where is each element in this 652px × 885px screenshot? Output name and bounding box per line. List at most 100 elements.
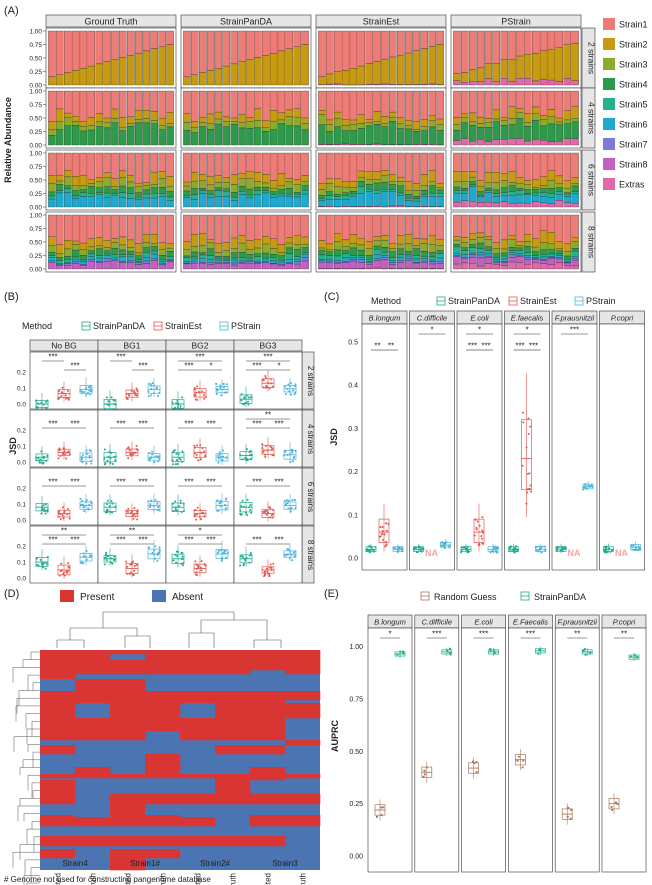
panel-a-bar-segment — [158, 46, 166, 86]
panel-a-bar-segment — [381, 123, 389, 127]
panel-b-point — [43, 455, 46, 458]
panel-b-point — [194, 560, 197, 563]
panel-a-bar-segment — [571, 183, 579, 187]
panel-b-point — [89, 393, 92, 396]
panel-a-bar-segment — [420, 214, 428, 240]
panel-b-point — [60, 569, 63, 572]
panel-a-bar-segment — [389, 191, 397, 207]
panel-b-point — [288, 453, 291, 456]
panel-a-bar-segment — [103, 186, 111, 194]
panel-a-row-strip-2 — [581, 149, 596, 211]
panel-b-point — [66, 513, 69, 516]
panel-a-bar-segment — [214, 118, 223, 125]
panel-a-bar-segment — [539, 230, 548, 243]
panel-b-point — [46, 454, 49, 457]
panel-a-bar-segment — [508, 252, 516, 255]
panel-a-bar-segment — [500, 239, 508, 250]
panel-a-bar-segment — [476, 117, 485, 124]
panel-a-bar-segment — [373, 90, 381, 112]
panel-c-point — [540, 551, 543, 554]
panel-b-point — [103, 408, 106, 411]
panel-b-legend-label-0: StrainPanDA — [93, 321, 145, 331]
panel-a-bar-segment — [326, 258, 334, 262]
panel-a-bar-segment — [468, 181, 477, 186]
panel-a-bar-segment — [373, 121, 381, 125]
panel-b-point — [171, 401, 174, 404]
panel-b-point — [67, 562, 70, 565]
panel-b-sig-label: *** — [206, 478, 215, 487]
panel-a-bar-segment — [277, 90, 286, 113]
panel-e-point — [489, 647, 492, 651]
panel-c-ytick: 0.5 — [348, 339, 358, 346]
panel-c-point — [443, 543, 446, 546]
panel-a-bar-segment — [555, 124, 564, 142]
panel-e-legend-label-1: StrainPanDA — [534, 592, 586, 602]
panel-a-bar-segment — [428, 144, 436, 146]
panel-b-point — [130, 389, 133, 392]
panel-a-bar-segment — [293, 108, 301, 118]
panel-a-bar-segment — [191, 194, 199, 200]
panel-b-point — [195, 571, 198, 574]
panel-a-bar-segment — [555, 90, 564, 119]
panel-c-species-2: E.coli — [470, 314, 489, 323]
panel-a-bar-segment — [103, 255, 111, 259]
panel-e-point — [475, 760, 478, 764]
panel-a-strip-1 — [180, 14, 312, 28]
panel-a-bar-segment — [318, 144, 326, 146]
panel-a-bar-segment — [48, 183, 56, 193]
panel-d-cell — [145, 650, 181, 655]
panel-b-ylabel: JSD — [8, 437, 18, 455]
panel-a-bar-segment — [396, 90, 405, 119]
panel-a-bar-segment — [500, 30, 508, 61]
panel-a-bar-segment — [468, 152, 477, 172]
panel-a-bar-segment — [571, 203, 579, 208]
panel-a-bar-segment — [461, 188, 469, 191]
panel-a-bar-segment — [127, 175, 135, 183]
panel-b-point — [58, 449, 61, 452]
panel-a-bar-segment — [87, 261, 96, 270]
panel-b-point — [108, 504, 111, 507]
panel-a-bar-segment — [166, 112, 174, 124]
panel-b-point — [81, 391, 84, 394]
panel-b-point — [197, 565, 200, 568]
panel-a-bar-segment — [365, 261, 373, 263]
panel-a-bar-segment — [111, 90, 119, 110]
panel-a-bar-segment — [119, 262, 127, 270]
panel-a-bar-segment — [127, 193, 135, 199]
panel-c-point — [387, 523, 390, 526]
panel-b-sig-label: *** — [70, 478, 79, 487]
panel-c-point — [382, 538, 385, 541]
panel-b-point — [157, 394, 160, 397]
panel-a-bar-segment — [373, 179, 381, 184]
panel-a-bar-segment — [246, 194, 254, 199]
panel-a-ytick: 0.25 — [29, 253, 42, 260]
panel-a-bar-segment — [71, 176, 80, 186]
panel-b-point — [44, 503, 47, 506]
panel-a-bar-segment — [563, 30, 571, 45]
panel-a-bar-segment — [516, 253, 524, 256]
panel-a-bar-segment — [412, 144, 421, 146]
panel-a-bar-segment — [119, 261, 127, 263]
panel-e-point — [446, 649, 449, 652]
panel-a-bar-segment — [198, 152, 207, 175]
panel-a-bar-segment — [166, 196, 174, 201]
panel-b-sig-label: *** — [116, 478, 125, 487]
panel-a-bar-segment — [238, 61, 246, 86]
panel-a-bar-segment — [412, 258, 421, 263]
panel-a-bar-segment — [365, 264, 373, 269]
panel-a-bar-segment — [119, 244, 127, 251]
panel-a-bar-segment — [56, 214, 64, 245]
panel-a-bar-segment — [254, 108, 262, 121]
panel-a-bar-segment — [508, 118, 516, 125]
panel-a-bar-segment — [48, 255, 56, 258]
panel-a-bar-segment — [277, 173, 286, 186]
panel-a-method-2: StrainEst — [363, 17, 400, 27]
panel-c-point — [509, 546, 512, 549]
panel-a-bar-segment — [134, 90, 143, 111]
panel-b-point — [79, 389, 82, 392]
panel-a-bar-segment — [333, 193, 342, 197]
panel-a-bar-segment — [555, 200, 564, 208]
panel-a-bar-segment — [95, 262, 103, 270]
panel-c-na: NA — [425, 548, 438, 558]
panel-a-bar-segment — [373, 111, 381, 122]
